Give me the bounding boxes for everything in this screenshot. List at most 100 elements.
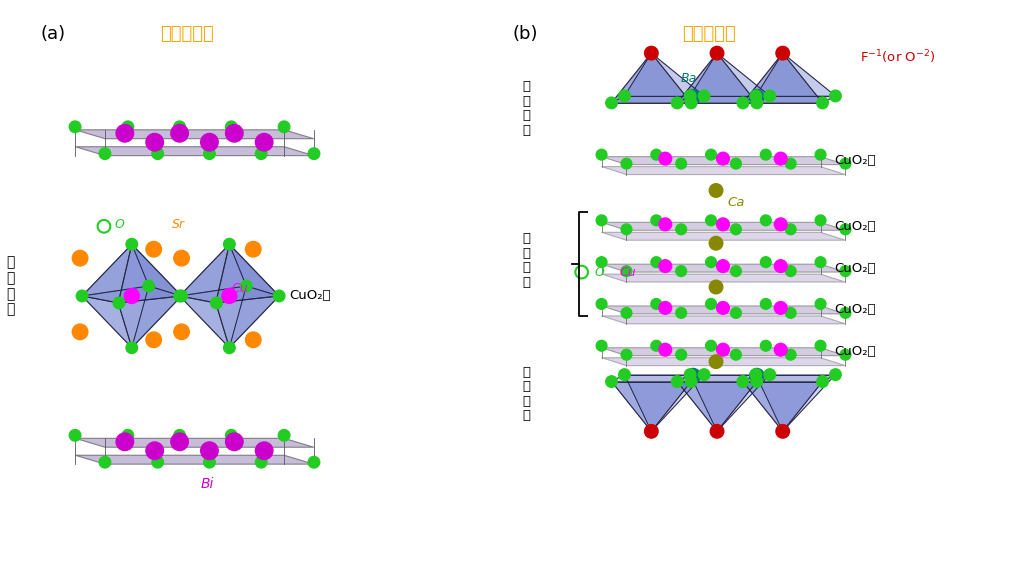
Circle shape	[622, 224, 632, 235]
Circle shape	[761, 215, 771, 226]
Polygon shape	[611, 374, 705, 381]
Text: CuO₂面: CuO₂面	[835, 154, 877, 167]
Circle shape	[174, 251, 189, 266]
Polygon shape	[601, 264, 846, 272]
Circle shape	[223, 238, 236, 250]
Circle shape	[70, 121, 81, 133]
Circle shape	[76, 290, 88, 302]
Circle shape	[225, 121, 238, 133]
Circle shape	[730, 349, 741, 360]
Circle shape	[750, 369, 762, 380]
Polygon shape	[75, 455, 314, 464]
Polygon shape	[742, 374, 836, 381]
Circle shape	[596, 215, 607, 226]
Circle shape	[596, 340, 607, 351]
Circle shape	[706, 257, 717, 267]
Circle shape	[764, 90, 775, 102]
Circle shape	[211, 297, 222, 309]
Circle shape	[225, 430, 238, 441]
Polygon shape	[119, 296, 181, 347]
Circle shape	[146, 332, 162, 347]
Circle shape	[685, 97, 697, 109]
Polygon shape	[601, 223, 846, 230]
Polygon shape	[601, 347, 846, 356]
Circle shape	[751, 376, 763, 387]
Circle shape	[255, 442, 273, 460]
Polygon shape	[119, 244, 181, 303]
Polygon shape	[229, 286, 280, 347]
Circle shape	[176, 290, 187, 302]
Circle shape	[246, 332, 261, 347]
Circle shape	[622, 308, 632, 318]
Circle shape	[273, 290, 285, 302]
Polygon shape	[179, 244, 246, 296]
Text: 乱
れ
た
面: 乱 れ た 面	[522, 80, 530, 137]
Text: 綺
麗
な
面: 綺 麗 な 面	[522, 232, 530, 288]
Circle shape	[774, 301, 787, 314]
Circle shape	[785, 308, 796, 318]
Circle shape	[255, 134, 273, 151]
Circle shape	[717, 343, 729, 356]
Circle shape	[686, 369, 700, 383]
Circle shape	[840, 349, 851, 360]
Polygon shape	[216, 296, 280, 347]
Circle shape	[171, 433, 188, 450]
Circle shape	[255, 148, 267, 159]
Circle shape	[761, 150, 771, 160]
Circle shape	[750, 90, 762, 102]
Circle shape	[124, 288, 139, 304]
Circle shape	[622, 266, 632, 276]
Circle shape	[122, 430, 133, 441]
Circle shape	[761, 340, 771, 351]
Text: $\mathsf{F^{-1}}$(or $\mathsf{O^{-2}}$): $\mathsf{F^{-1}}$(or $\mathsf{O^{-2}}$)	[860, 48, 936, 66]
Circle shape	[204, 457, 215, 468]
Circle shape	[717, 218, 729, 231]
Circle shape	[710, 184, 723, 197]
Circle shape	[171, 124, 188, 142]
Circle shape	[710, 280, 723, 294]
Text: Cu: Cu	[620, 266, 636, 279]
Polygon shape	[601, 232, 846, 240]
Circle shape	[606, 376, 617, 387]
Circle shape	[113, 297, 125, 309]
Circle shape	[174, 290, 185, 302]
Circle shape	[255, 457, 267, 468]
Circle shape	[676, 224, 686, 235]
Circle shape	[817, 97, 828, 109]
Circle shape	[99, 148, 111, 159]
Circle shape	[829, 90, 842, 102]
Circle shape	[651, 340, 662, 351]
Circle shape	[829, 369, 842, 380]
Circle shape	[618, 90, 630, 102]
Circle shape	[706, 150, 717, 160]
Circle shape	[146, 442, 164, 460]
Circle shape	[225, 433, 243, 450]
Circle shape	[122, 121, 133, 133]
Circle shape	[685, 376, 697, 387]
Text: O: O	[115, 218, 125, 231]
Circle shape	[126, 342, 137, 353]
Circle shape	[815, 215, 826, 226]
Circle shape	[737, 97, 749, 109]
Circle shape	[774, 343, 787, 356]
Circle shape	[279, 430, 290, 441]
Circle shape	[730, 158, 741, 169]
Polygon shape	[82, 244, 148, 296]
Polygon shape	[82, 244, 132, 303]
Circle shape	[711, 425, 724, 438]
Circle shape	[225, 124, 243, 142]
Circle shape	[815, 298, 826, 310]
Text: CuO₂面: CuO₂面	[835, 262, 877, 274]
Circle shape	[201, 442, 218, 460]
Circle shape	[146, 134, 164, 151]
Text: 乱
れ
た
面: 乱 れ た 面	[6, 256, 14, 317]
Circle shape	[706, 215, 717, 226]
Text: 乱
れ
た
面: 乱 れ た 面	[522, 366, 530, 422]
Polygon shape	[601, 357, 846, 366]
Text: Bi: Bi	[201, 477, 214, 491]
Polygon shape	[756, 53, 836, 96]
Circle shape	[596, 298, 607, 310]
Circle shape	[116, 433, 133, 450]
Circle shape	[126, 238, 137, 250]
Circle shape	[750, 90, 764, 104]
